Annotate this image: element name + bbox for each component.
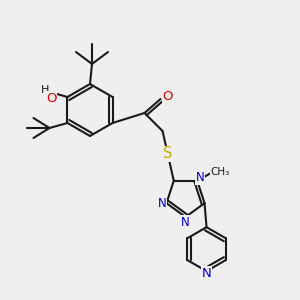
- Text: O: O: [162, 89, 173, 103]
- Text: H: H: [41, 85, 50, 95]
- Text: N: N: [196, 171, 205, 184]
- Text: CH₃: CH₃: [211, 167, 230, 177]
- Text: N: N: [158, 197, 167, 210]
- Text: N: N: [181, 215, 190, 229]
- Text: O: O: [46, 92, 57, 104]
- Text: N: N: [202, 267, 212, 280]
- Text: S: S: [163, 146, 172, 161]
